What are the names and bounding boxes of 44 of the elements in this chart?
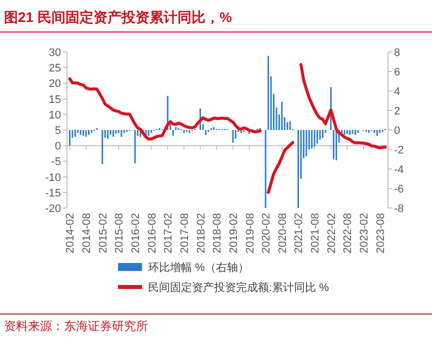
y2-tick-label: 2: [394, 106, 400, 118]
y-tick-label: 30: [48, 47, 61, 59]
x-tick-label: 2020-08: [276, 213, 289, 254]
y2-tick-label: 4: [394, 86, 400, 98]
y-tick-label: 5: [54, 125, 61, 137]
y-tick-label: -15: [45, 187, 61, 200]
legend-label: 环比增幅 %（右轴）: [148, 261, 249, 274]
y2-tick-label: 0: [394, 125, 400, 137]
x-tick-label: 2017-02: [162, 213, 175, 254]
y-tick-label: -20: [45, 203, 61, 215]
y2-tick-label: -6: [394, 184, 404, 196]
x-tick-label: 2014-02: [64, 213, 77, 254]
x-tick-label: 2018-02: [195, 213, 208, 254]
x-tick-label: 2020-02: [260, 213, 273, 254]
legend-label: 民间固定资产投资完成额:累计同比 %: [148, 281, 330, 294]
y2-tick-label: -8: [394, 203, 404, 215]
x-tick-label: 2015-02: [97, 213, 110, 254]
y2-tick-label: -4: [394, 164, 404, 176]
x-tick-label: 2022-02: [326, 213, 338, 254]
x-tick-label: 2016-02: [130, 213, 142, 254]
x-tick-label: 2021-02: [293, 213, 306, 254]
x-tick-label: 2021-08: [310, 213, 322, 254]
x-tick-label: 2018-08: [212, 213, 224, 254]
y2-tick-label: 6: [394, 66, 400, 78]
x-tick-label: 2019-02: [228, 213, 240, 254]
y-tick-label: 25: [48, 62, 61, 75]
chart-title: 图21 民间固定资产投资累计同比，%: [4, 9, 232, 25]
y2-tick-label: -2: [394, 144, 404, 156]
x-tick-label: 2019-08: [244, 213, 256, 254]
y2-tick-label: 8: [394, 47, 400, 59]
x-tick-label: 2023-02: [358, 213, 371, 254]
y-tick-label: 15: [48, 94, 61, 106]
x-tick-label: 2023-08: [374, 213, 387, 254]
y-tick-label: 20: [48, 78, 61, 90]
x-tick-label: 2015-08: [114, 213, 126, 254]
y-tick-label: 10: [48, 109, 61, 122]
x-tick-label: 2017-08: [178, 213, 191, 254]
x-tick-label: 2022-08: [342, 213, 354, 254]
text: 资料来源：东海证券研究所: [4, 319, 148, 333]
y-tick-label: 0: [54, 140, 61, 153]
y-tick-label: -10: [45, 172, 61, 184]
x-tick-label: 2016-08: [146, 213, 158, 254]
y-tick-label: -5: [51, 156, 61, 168]
x-tick-label: 2014-08: [81, 213, 94, 254]
